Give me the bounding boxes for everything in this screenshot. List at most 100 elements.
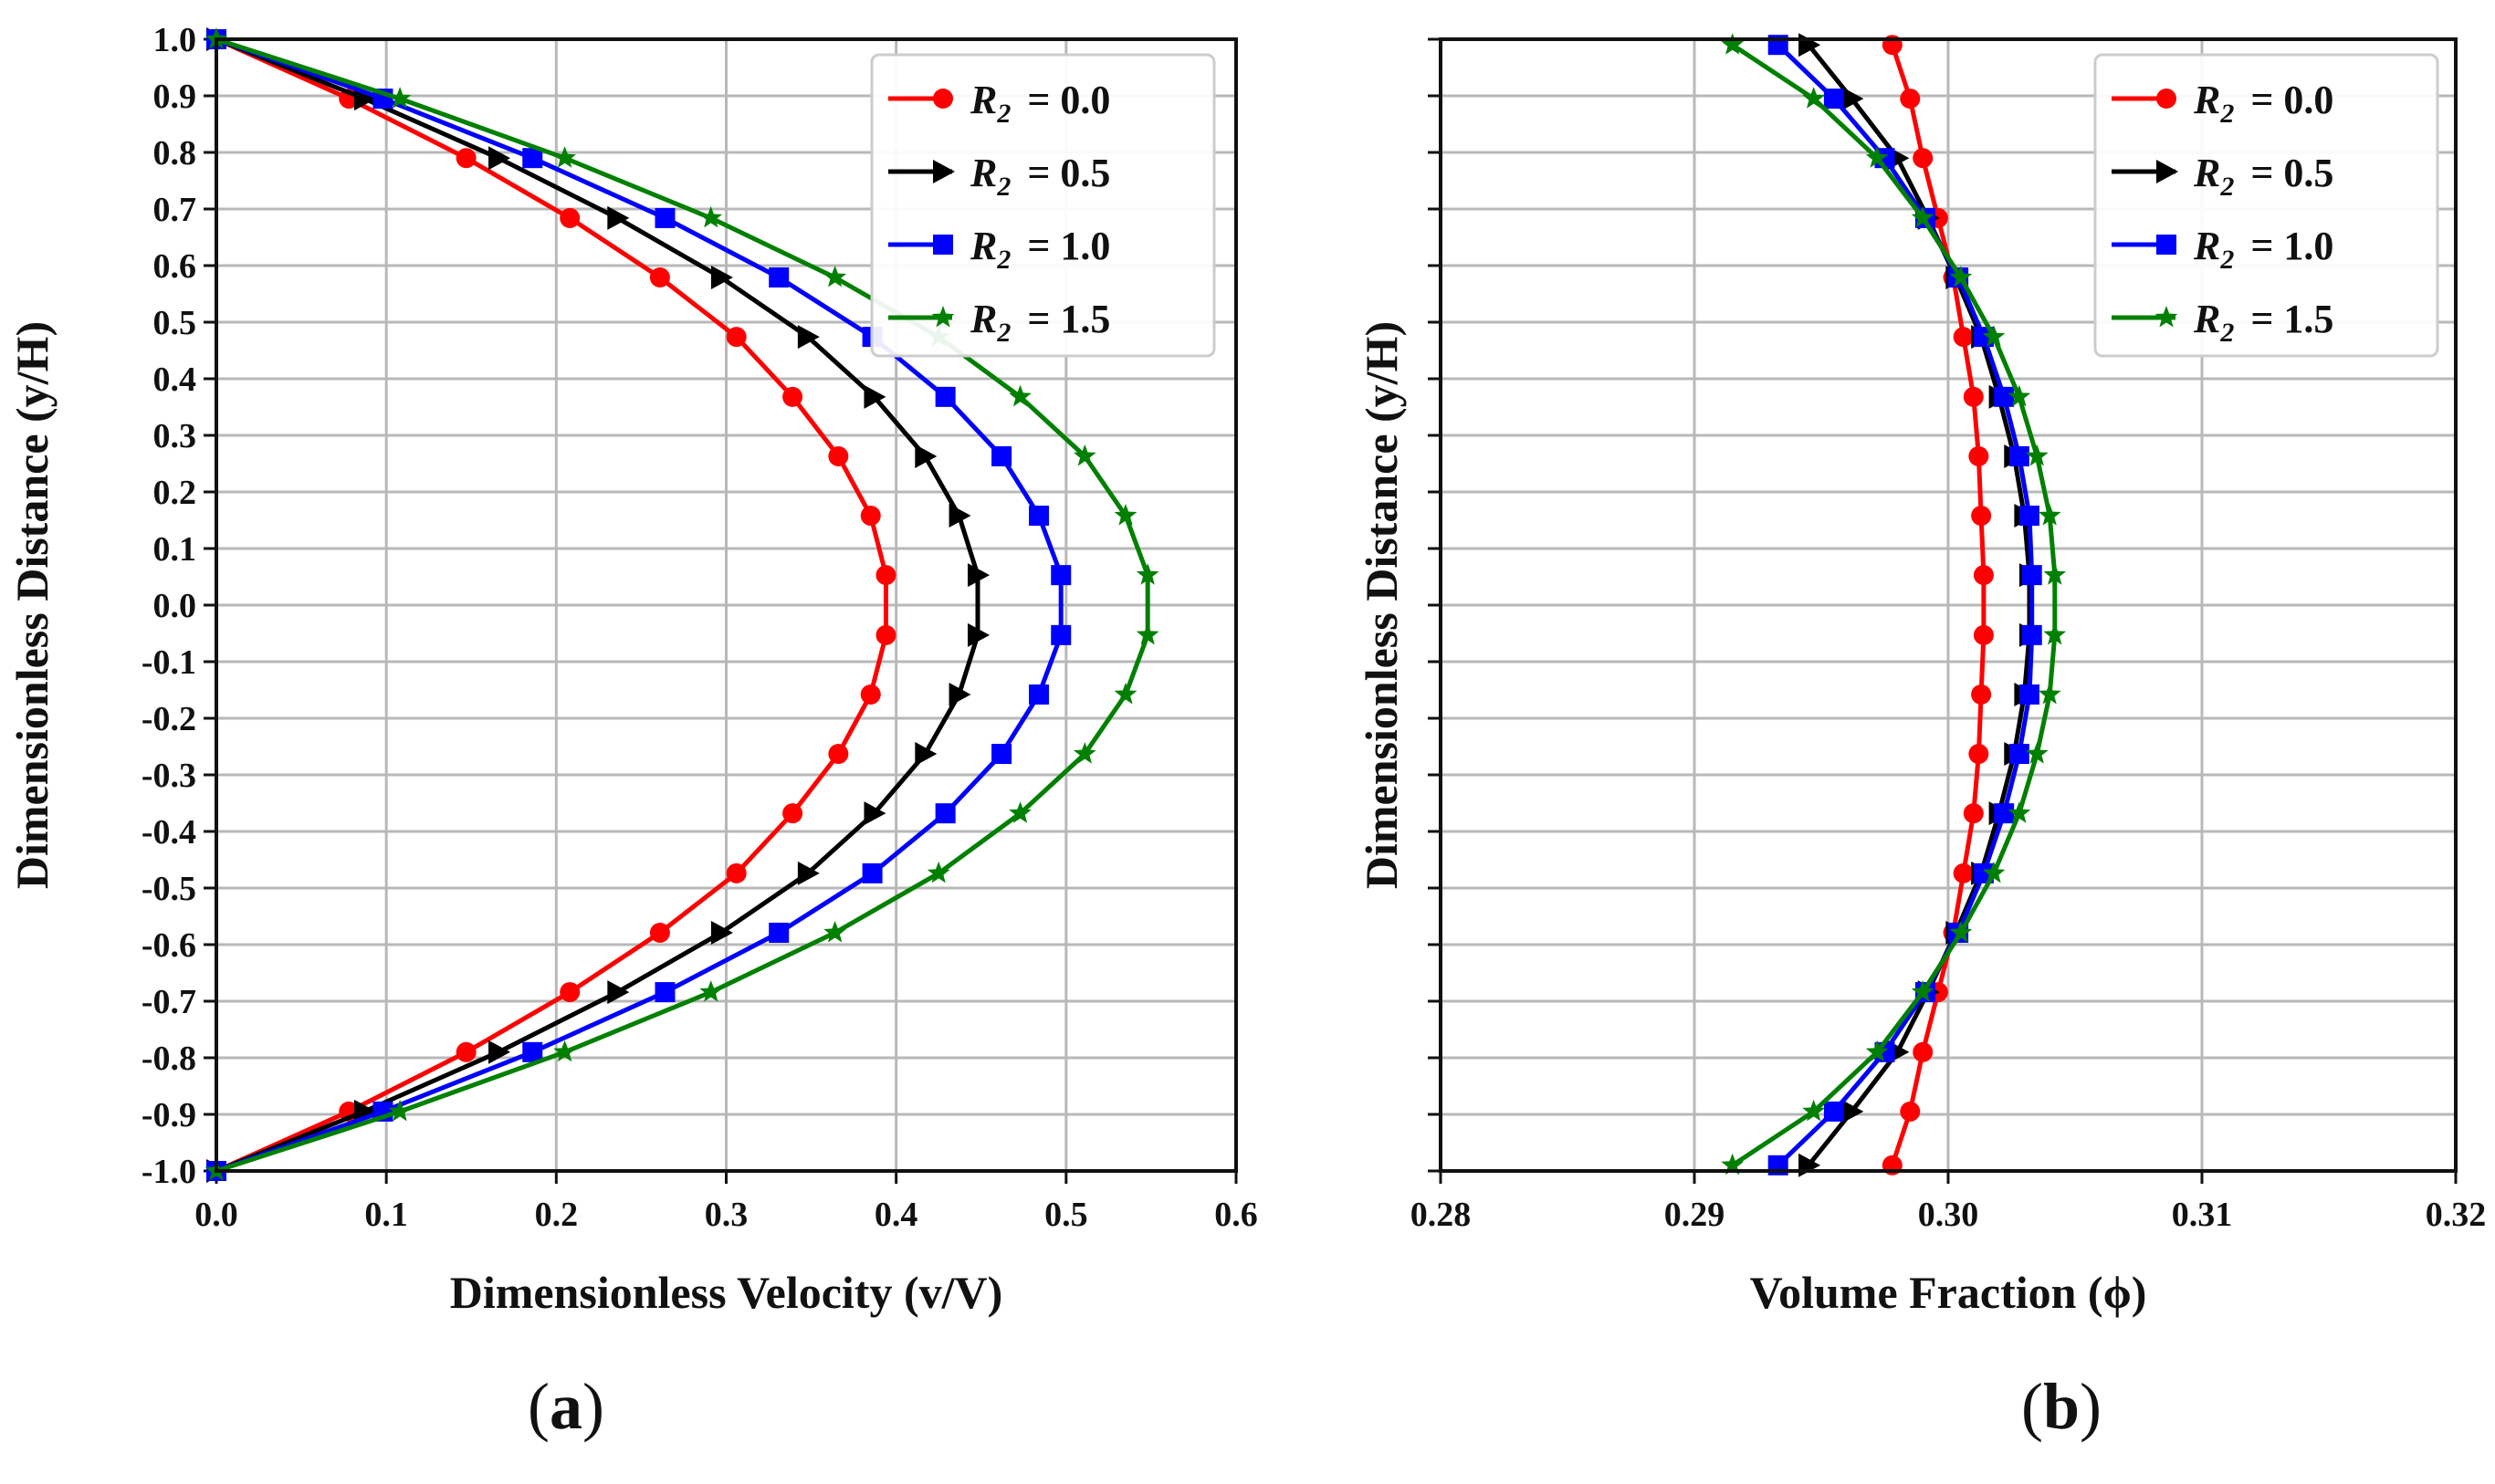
data-point-s3-0 — [1721, 33, 1745, 55]
data-point-s3-5 — [1982, 325, 2006, 347]
data-point-s2-6 — [1994, 386, 2015, 407]
panel-label: (a) — [528, 1370, 604, 1443]
data-point-s0-3 — [560, 207, 581, 228]
data-point-s1-7 — [915, 444, 938, 468]
legend-value: = 0.0 — [2250, 78, 2333, 122]
data-point-s0-15 — [649, 922, 670, 943]
data-point-s3-1 — [1802, 87, 1825, 109]
legend-marker-3 — [931, 306, 955, 328]
data-point-s3-4 — [823, 266, 846, 287]
legend-symbol: R — [970, 297, 997, 341]
panel-label: (b) — [2021, 1370, 2102, 1443]
data-point-s0-11 — [1971, 684, 1992, 705]
data-point-s3-6 — [2008, 384, 2031, 407]
panel-paren-close: ) — [582, 1370, 604, 1443]
series-line-0 — [1890, 44, 1987, 1166]
legend-label-2: R2 = 1.0 — [2193, 224, 2333, 275]
x-axis-label: Volume Fraction (ϕ) — [1750, 1267, 2147, 1318]
y-tick-label: 0.7 — [153, 191, 197, 229]
legend-subscript: 2 — [2219, 172, 2234, 202]
data-point-s3-16 — [1911, 980, 1934, 1002]
data-point-s1-12 — [915, 742, 938, 767]
series-group — [1721, 33, 2067, 1177]
data-point-s2-9 — [1051, 565, 1072, 586]
legend-label-0: R2 = 0.0 — [970, 78, 1110, 129]
legend-value: = 0.0 — [1027, 78, 1110, 122]
data-point-s3-13 — [1009, 801, 1032, 823]
legend-symbol: R — [970, 78, 997, 122]
data-point-s3-10 — [1136, 622, 1159, 645]
data-point-s2-11 — [2018, 684, 2039, 705]
legend-marker-0 — [933, 89, 953, 109]
data-point-s0-8 — [1971, 506, 1992, 527]
legend-subscript: 2 — [2219, 99, 2234, 129]
legend-value: = 1.0 — [2250, 224, 2333, 268]
legend-symbol: R — [2193, 224, 2220, 268]
legend-label-3: R2 = 1.5 — [970, 297, 1110, 348]
data-point-s0-10 — [1973, 624, 1994, 645]
data-point-s3-7 — [1073, 444, 1096, 466]
y-tick-label: -0.6 — [142, 926, 196, 965]
legend-marker-1 — [2156, 160, 2178, 183]
x-tick-label: 0.32 — [2426, 1196, 2487, 1234]
y-tick-label: -0.2 — [142, 700, 196, 738]
data-point-s0-2 — [1913, 148, 1934, 169]
data-point-s2-10 — [1051, 624, 1072, 645]
chart-a-velocity: 0.0 0.1 0.2 0.3 0.4 0.5 0.6 1.0 0.9 0.8 0.7 0.6 0.5 0… — [6, 21, 1258, 1443]
legend-marker-0 — [2156, 89, 2176, 109]
legend: R2 = 0.0R2 = 0.5R2 = 1.0R2 = 1.5 — [2093, 53, 2439, 358]
data-point-s3-3 — [1911, 205, 1934, 228]
data-point-s3-8 — [2038, 504, 2061, 526]
data-point-s1-3 — [607, 205, 630, 230]
data-point-s0-9 — [1973, 565, 1994, 586]
data-point-s2-7 — [991, 445, 1012, 466]
data-point-s3-16 — [699, 980, 723, 1002]
data-point-s0-13 — [782, 803, 803, 824]
legend-value: = 0.5 — [2250, 151, 2333, 195]
legend-symbol: R — [2193, 78, 2220, 122]
data-point-s2-11 — [1029, 684, 1050, 705]
data-point-s0-5 — [726, 327, 747, 348]
data-point-s3-18 — [388, 1099, 412, 1122]
data-point-s1-5 — [797, 325, 820, 350]
x-tick-label: 0.1 — [364, 1196, 408, 1234]
legend-box — [870, 53, 1216, 358]
data-point-s2-16 — [655, 982, 676, 1003]
data-point-s1-9 — [968, 563, 991, 588]
data-point-s2-3 — [655, 207, 676, 228]
y-tick-label: -0.7 — [142, 983, 196, 1021]
y-tick-label: 0.0 — [153, 587, 197, 625]
data-point-s1-15 — [710, 920, 733, 945]
chart-b-volume-fraction: 0.28 0.29 0.30 0.31 0.32 Volume Fraction (ϕ) D… — [1356, 33, 2486, 1443]
legend-label-1: R2 = 0.5 — [970, 151, 1110, 202]
data-point-s1-17 — [488, 1040, 511, 1064]
data-point-s0-5 — [1953, 327, 1974, 348]
data-point-s1-14 — [797, 861, 820, 885]
data-point-s1-13 — [864, 801, 886, 826]
y-tick-label: 0.2 — [153, 474, 197, 512]
data-point-s3-13 — [2008, 801, 2031, 823]
y-tick-label: 0.6 — [153, 247, 197, 286]
legend: R2 = 0.0R2 = 0.5R2 = 1.0R2 = 1.5 — [870, 53, 1216, 358]
data-point-s3-12 — [2025, 742, 2049, 764]
x-tick-label: 0.0 — [194, 1196, 238, 1234]
y-tick-label: -0.3 — [142, 757, 196, 795]
x-tick-label: 0.28 — [1410, 1196, 1472, 1234]
data-point-s0-9 — [875, 565, 896, 586]
data-point-s0-7 — [1968, 445, 1989, 466]
data-point-s3-4 — [1949, 266, 1973, 287]
series-line-1 — [215, 37, 980, 1174]
data-point-s2-17 — [522, 1041, 543, 1062]
data-point-s3-3 — [699, 205, 723, 228]
data-point-s2-13 — [935, 803, 956, 824]
data-point-s1-10 — [968, 622, 991, 647]
data-point-s3-11 — [2038, 683, 2061, 705]
data-point-s0-10 — [875, 624, 896, 645]
series-line-3 — [1731, 43, 2058, 1167]
data-point-s2-1 — [1823, 89, 1844, 110]
y-tick-label: -0.1 — [142, 643, 196, 682]
legend-symbol: R — [970, 151, 997, 195]
data-point-s0-13 — [1963, 803, 1984, 824]
series-line-0 — [215, 37, 888, 1174]
y-tick-label: 0.9 — [153, 78, 197, 116]
